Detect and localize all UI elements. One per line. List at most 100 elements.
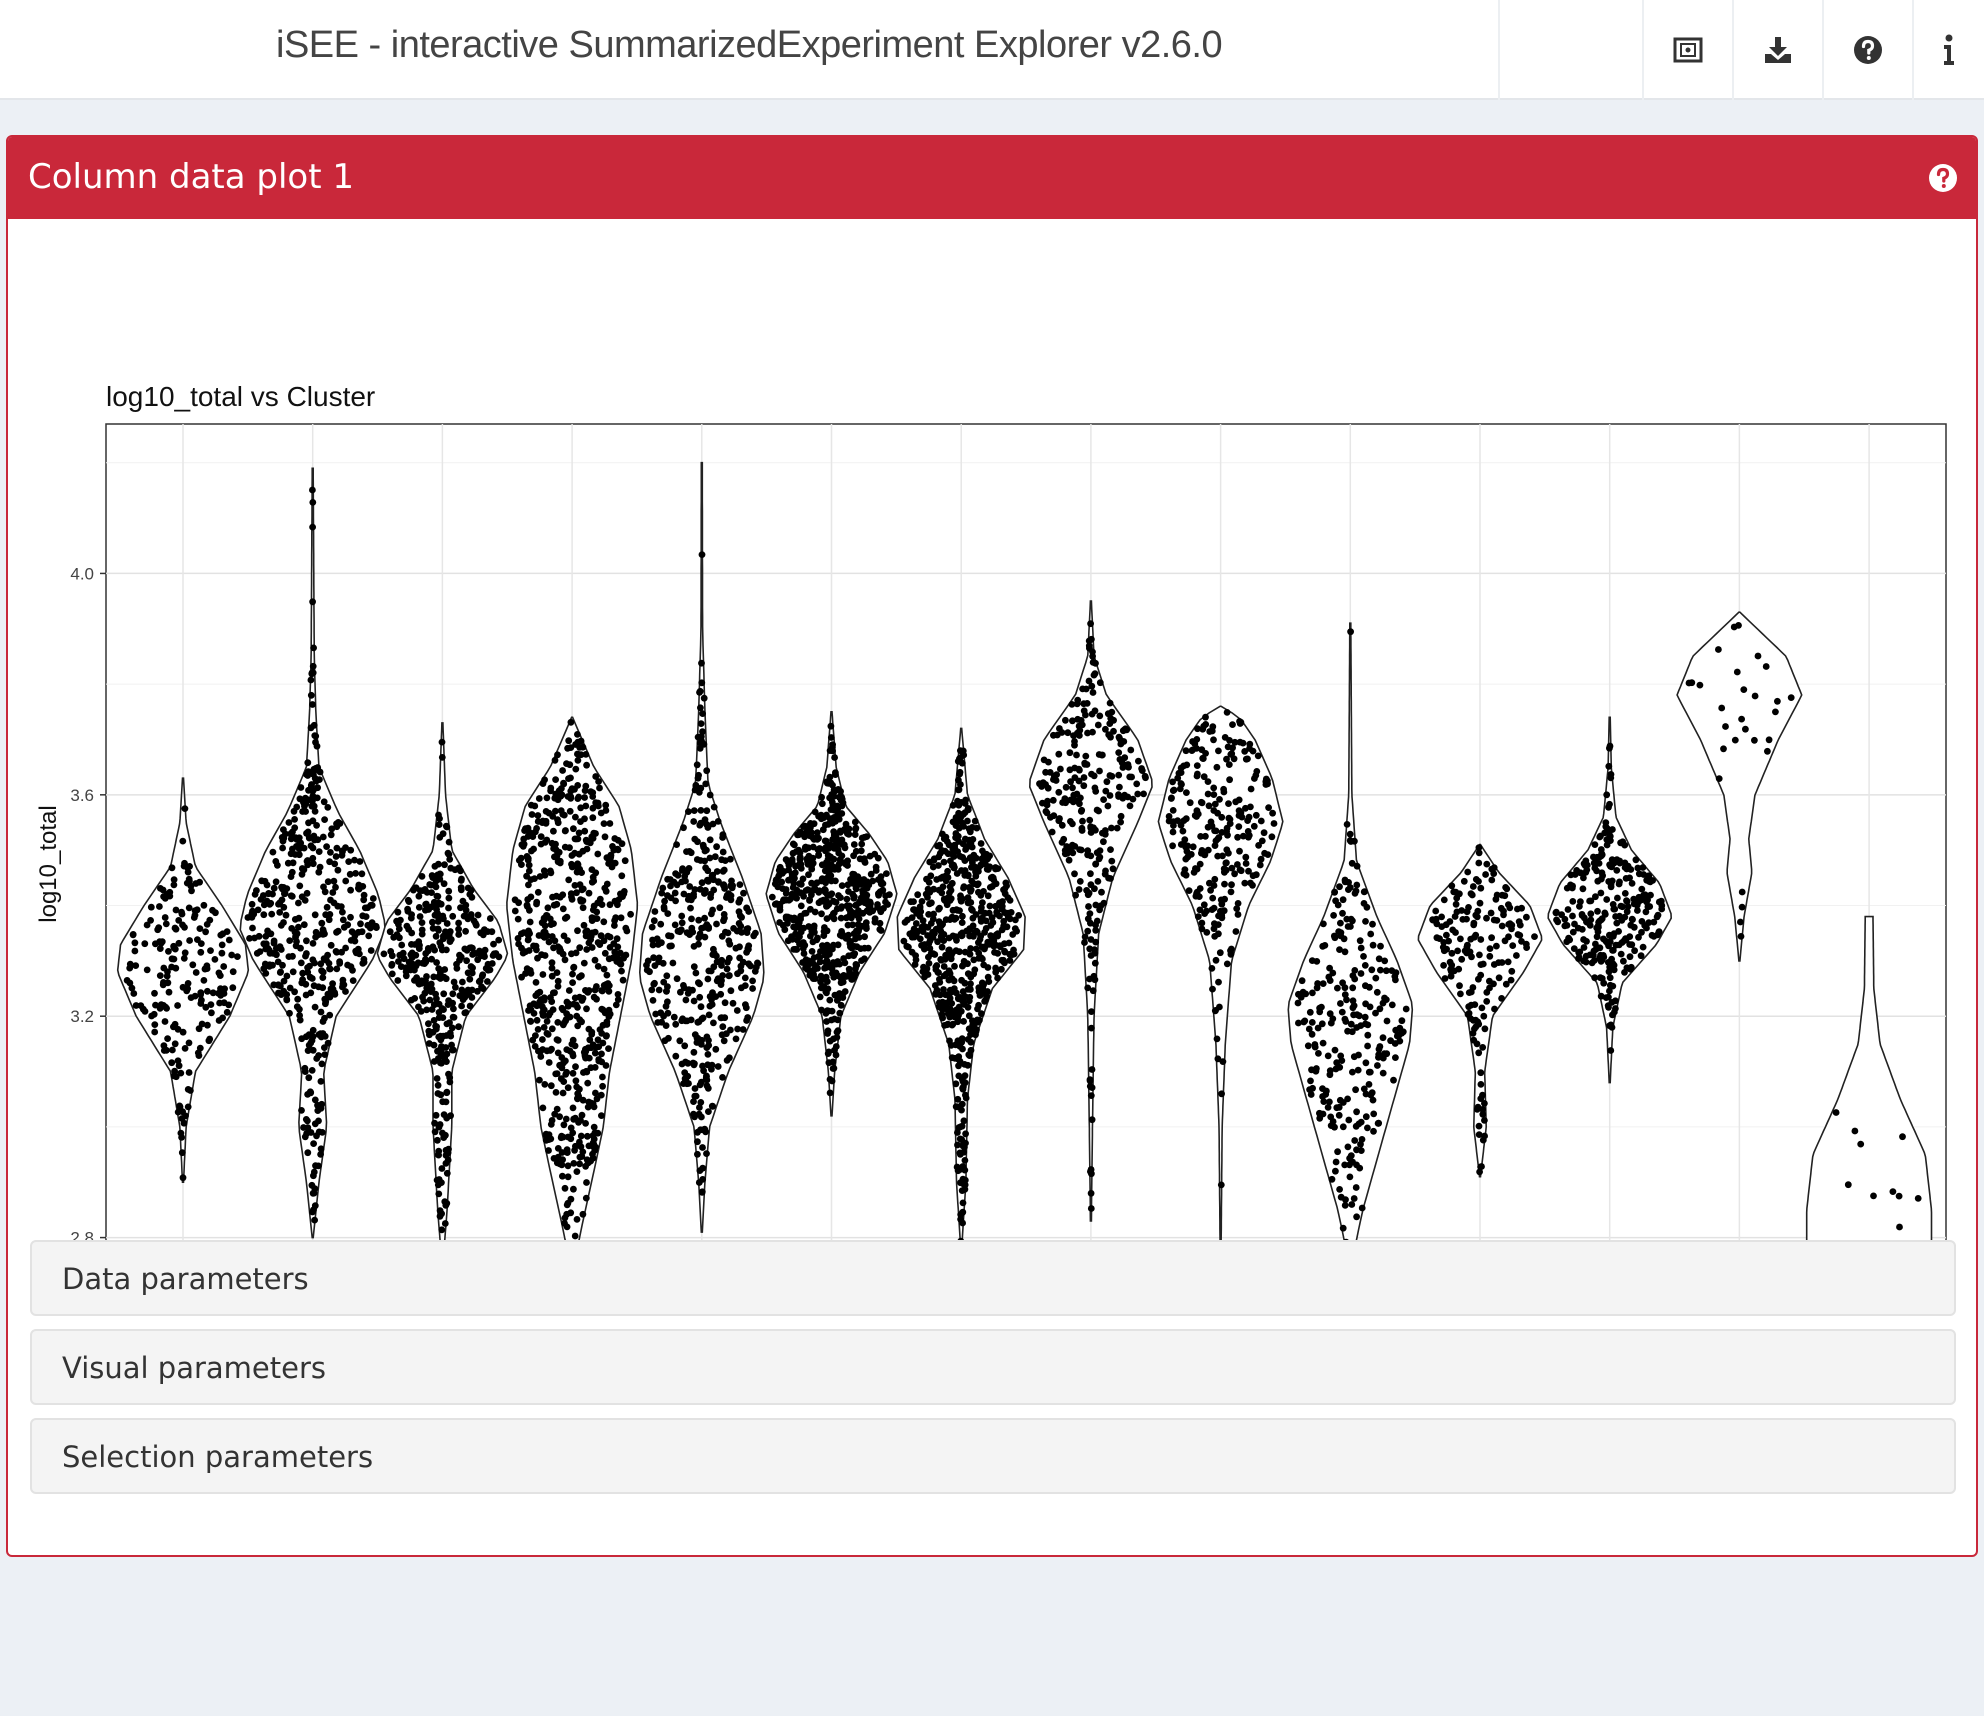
data-point — [699, 710, 706, 717]
data-point — [1523, 914, 1530, 921]
data-point — [606, 988, 613, 995]
data-point — [164, 1035, 171, 1042]
data-point — [326, 858, 333, 865]
data-point — [302, 808, 309, 815]
data-point — [970, 836, 977, 843]
data-point — [1202, 714, 1209, 721]
data-point — [957, 994, 964, 1001]
data-point — [1168, 795, 1175, 802]
data-point — [570, 1186, 577, 1193]
data-point — [367, 925, 374, 932]
data-point — [443, 1152, 450, 1159]
data-point — [1494, 917, 1501, 924]
data-point — [727, 883, 734, 890]
data-point — [586, 987, 593, 994]
data-point — [1477, 885, 1484, 892]
violin-plot[interactable]: log10_total vs Cluster 2.83.23.64.0 1234… — [8, 219, 1976, 1279]
data-point — [440, 990, 447, 997]
data-point — [429, 1006, 436, 1013]
data-point — [567, 808, 574, 815]
data-point — [419, 927, 426, 934]
data-point — [852, 936, 859, 943]
data-point — [840, 955, 847, 962]
data-point — [1170, 818, 1177, 825]
data-point — [826, 951, 833, 958]
data-point — [951, 864, 958, 871]
help-button[interactable] — [1824, 0, 1912, 100]
selection-parameters-accordion[interactable]: Selection parameters — [30, 1418, 1956, 1494]
data-point — [1214, 810, 1221, 817]
data-point — [334, 845, 341, 852]
data-parameters-accordion[interactable]: Data parameters — [30, 1240, 1956, 1316]
panel-help-icon[interactable] — [1928, 163, 1958, 193]
data-point — [403, 972, 410, 979]
visual-parameters-accordion[interactable]: Visual parameters — [30, 1329, 1956, 1405]
data-point — [1338, 1057, 1345, 1064]
data-point — [663, 972, 670, 979]
data-point — [1438, 914, 1445, 921]
screenshot-button[interactable] — [1644, 0, 1732, 100]
data-point — [1108, 858, 1115, 865]
data-point — [1755, 653, 1762, 660]
data-point — [970, 852, 977, 859]
data-point — [990, 874, 997, 881]
data-point — [151, 1021, 158, 1028]
data-point — [171, 1068, 178, 1075]
data-point — [574, 1023, 581, 1030]
data-point — [285, 860, 292, 867]
data-point — [1088, 1025, 1095, 1032]
data-point — [1448, 973, 1455, 980]
download-button[interactable] — [1734, 0, 1822, 100]
data-point — [1083, 686, 1090, 693]
data-point — [1329, 1176, 1336, 1183]
data-point — [295, 900, 302, 907]
data-point — [204, 921, 211, 928]
data-point — [429, 919, 436, 926]
data-point — [952, 834, 959, 841]
data-point — [1076, 727, 1083, 734]
data-point — [570, 964, 577, 971]
data-point — [824, 891, 831, 898]
data-point — [352, 870, 359, 877]
data-point — [672, 1021, 679, 1028]
data-point — [964, 818, 971, 825]
data-point — [818, 1007, 825, 1014]
data-point — [435, 893, 442, 900]
data-point — [573, 1002, 580, 1009]
data-point — [1629, 880, 1636, 887]
data-point — [830, 898, 837, 905]
data-point — [940, 883, 947, 890]
data-point — [671, 1014, 678, 1021]
data-point — [838, 810, 845, 817]
info-button[interactable] — [1914, 0, 1984, 100]
data-point — [1079, 827, 1086, 834]
data-point — [576, 1161, 583, 1168]
data-point — [422, 907, 429, 914]
data-point — [206, 1036, 213, 1043]
data-point — [532, 829, 539, 836]
data-point — [1064, 729, 1071, 736]
data-point — [691, 1060, 698, 1067]
data-point — [701, 915, 708, 922]
data-point — [262, 933, 269, 940]
data-point — [1475, 1021, 1482, 1028]
data-point — [858, 841, 865, 848]
data-point — [1242, 854, 1249, 861]
data-point — [977, 936, 984, 943]
data-point — [555, 1154, 562, 1161]
data-point — [573, 1013, 580, 1020]
data-point — [1432, 908, 1439, 915]
data-point — [1183, 747, 1190, 754]
data-point — [1476, 1123, 1483, 1130]
data-point — [846, 905, 853, 912]
data-point — [566, 761, 573, 768]
data-point — [840, 972, 847, 979]
data-point — [987, 884, 994, 891]
data-point — [1074, 701, 1081, 708]
data-point — [1323, 1088, 1330, 1095]
data-point — [1476, 1169, 1483, 1176]
data-point — [835, 846, 842, 853]
data-point — [960, 811, 967, 818]
data-point — [425, 1020, 432, 1027]
data-point — [1340, 1123, 1347, 1130]
